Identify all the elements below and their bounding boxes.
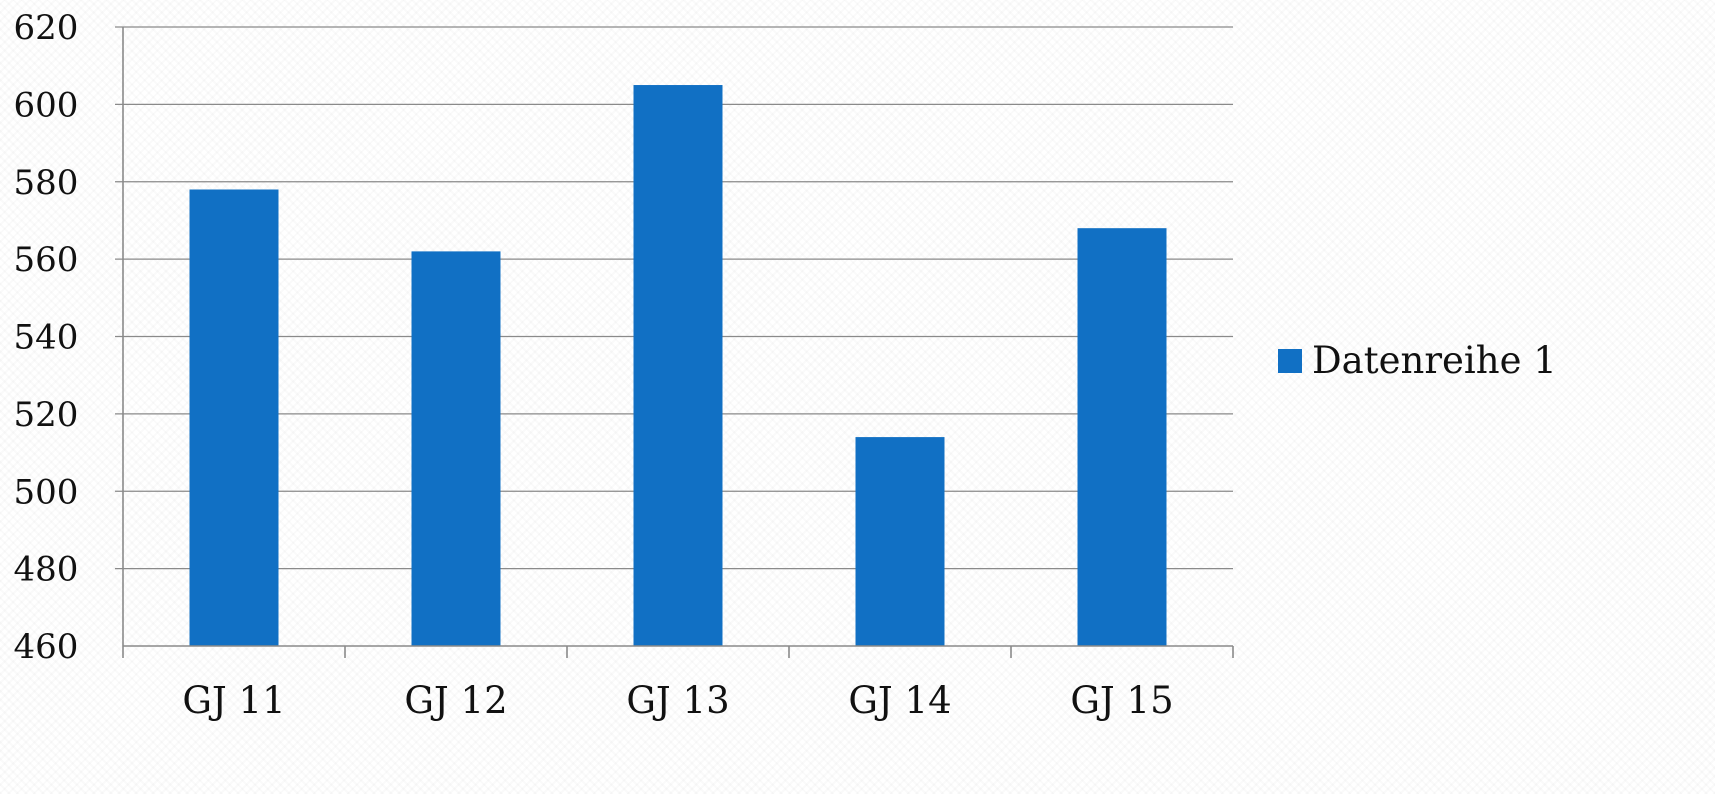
y-tick-label: 460 <box>14 627 79 667</box>
y-tick-labels: 460 480 500 520 540 560 580 600 620 <box>14 8 79 667</box>
bar-gj-15 <box>1077 228 1167 647</box>
bar-gj-11 <box>189 189 279 647</box>
x-tick-label: GJ 14 <box>848 679 951 722</box>
y-tick-label: 600 <box>14 85 79 125</box>
y-tick-label: 540 <box>14 318 79 358</box>
x-tick-labels: GJ 11 GJ 12 GJ 13 GJ 14 GJ 15 <box>182 679 1173 722</box>
y-tick-label: 520 <box>14 395 79 435</box>
x-tick-label: GJ 11 <box>182 679 285 722</box>
x-tick-label: GJ 12 <box>404 679 507 722</box>
bar-gj-13 <box>633 85 723 646</box>
bar-gj-14 <box>855 437 945 646</box>
bar-gj-12 <box>411 251 501 646</box>
bars <box>189 85 1167 647</box>
y-tick-label: 480 <box>14 550 79 590</box>
legend: Datenreihe 1 <box>1278 342 1557 379</box>
legend-label-datenreihe-1: Datenreihe 1 <box>1312 339 1557 382</box>
x-tick-label: GJ 13 <box>626 679 729 722</box>
legend-swatch-datenreihe-1 <box>1278 348 1302 373</box>
y-tick-label: 620 <box>14 8 79 48</box>
y-tick-label: 560 <box>14 240 79 280</box>
axes <box>122 27 1234 658</box>
x-tick-label: GJ 15 <box>1070 679 1173 722</box>
y-tick-label: 580 <box>14 163 79 203</box>
y-tick-label: 500 <box>14 472 79 512</box>
